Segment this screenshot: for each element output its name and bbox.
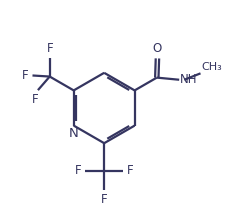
Text: F: F <box>46 42 53 55</box>
Text: F: F <box>22 69 29 82</box>
Text: F: F <box>126 164 133 177</box>
Text: N: N <box>68 127 78 140</box>
Text: O: O <box>152 42 162 55</box>
Text: F: F <box>32 93 38 106</box>
Text: NH: NH <box>179 73 196 86</box>
Text: CH₃: CH₃ <box>200 62 221 72</box>
Text: F: F <box>100 193 107 206</box>
Text: F: F <box>75 164 81 177</box>
